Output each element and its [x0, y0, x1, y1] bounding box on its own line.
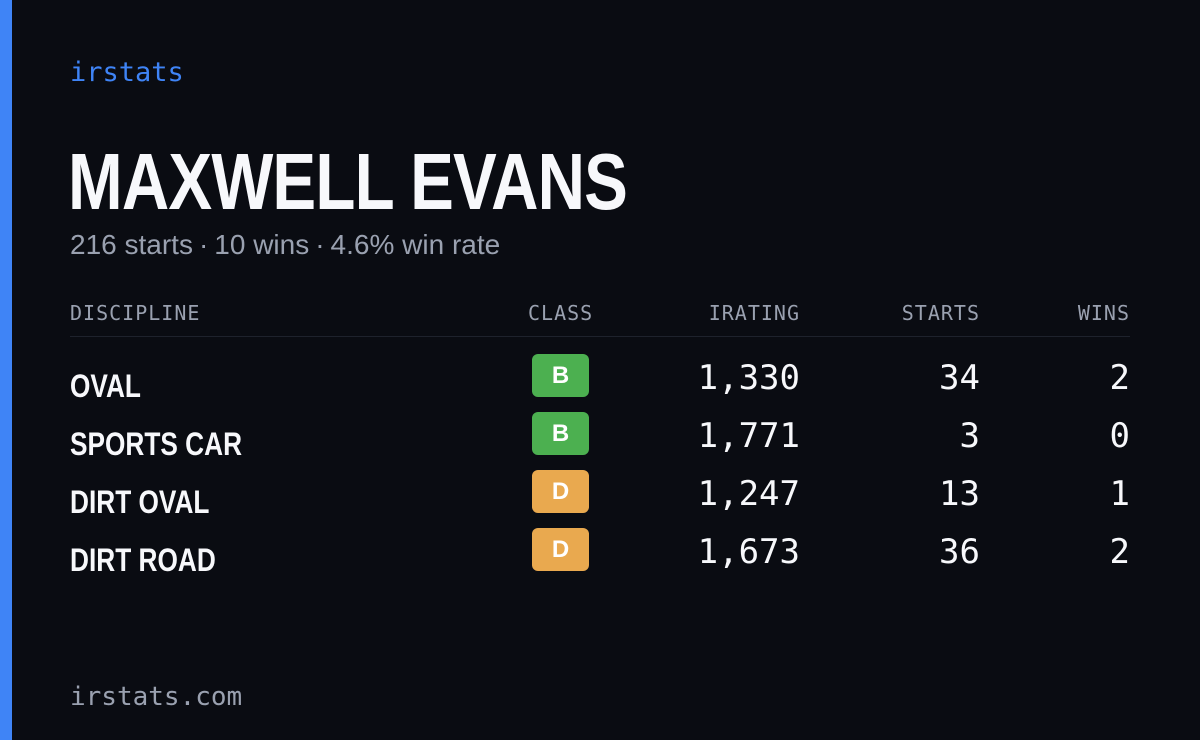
summary-win-rate: 4.6% win rate	[330, 229, 501, 260]
starts-value: 13	[939, 474, 980, 514]
discipline-name: SPORTS CAR	[70, 426, 243, 462]
starts-value: 36	[939, 532, 980, 572]
accent-bar	[0, 0, 12, 740]
starts-value: 34	[939, 358, 980, 398]
irating-value: 1,330	[697, 358, 800, 398]
discipline-table: DISCIPLINE CLASS IRATING STARTS WINS OVA…	[70, 298, 1130, 586]
summary-separator: ·	[198, 229, 209, 260]
footer-url: irstats.com	[70, 682, 243, 712]
class-badge: D	[532, 528, 589, 571]
wins-value: 2	[1109, 532, 1130, 572]
discipline-name: DIRT ROAD	[70, 542, 216, 578]
driver-summary: 216 starts · 10 wins · 4.6% win rate	[70, 228, 500, 262]
wins-value: 1	[1109, 474, 1130, 514]
irating-value: 1,247	[697, 474, 800, 514]
summary-starts: 216 starts	[70, 229, 193, 260]
discipline-name: DIRT OVAL	[70, 484, 210, 520]
table-row: SPORTS CAR B 1,771 3 0	[70, 412, 1130, 470]
header-class: CLASS	[528, 301, 594, 325]
summary-separator: ·	[315, 229, 325, 260]
wins-value: 2	[1109, 358, 1130, 398]
table-row: DIRT OVAL D 1,247 13 1	[70, 470, 1130, 528]
starts-value: 3	[959, 416, 980, 456]
header-discipline: DISCIPLINE	[70, 301, 201, 325]
irating-value: 1,771	[697, 416, 800, 456]
wins-value: 0	[1109, 416, 1130, 456]
table-body: OVAL B 1,330 34 2 SPORTS CAR B 1,771 3 0…	[70, 337, 1130, 586]
header-starts: STARTS	[901, 301, 980, 325]
irating-value: 1,673	[697, 532, 800, 572]
header-wins: WINS	[1077, 301, 1130, 325]
table-row: DIRT ROAD D 1,673 36 2	[70, 528, 1130, 586]
brand-logo: irstats	[70, 57, 184, 88]
class-badge: D	[532, 470, 589, 513]
summary-wins: 10 wins	[214, 229, 310, 260]
driver-name: MAXWELL EVANS	[68, 137, 628, 226]
table-header: DISCIPLINE CLASS IRATING STARTS WINS	[70, 298, 1130, 337]
table-row: OVAL B 1,330 34 2	[70, 354, 1130, 412]
discipline-name: OVAL	[70, 368, 141, 404]
class-badge: B	[532, 412, 589, 455]
class-badge: B	[532, 354, 589, 397]
header-irating: IRATING	[708, 301, 800, 325]
